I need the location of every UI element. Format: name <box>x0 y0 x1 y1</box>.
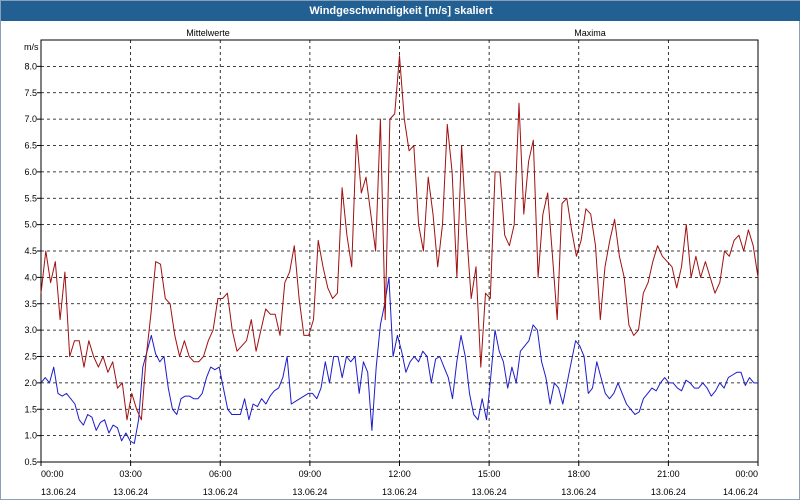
y-tick-label: 6.5 <box>24 141 37 151</box>
data-series <box>40 55 759 444</box>
grid-lines <box>41 40 758 463</box>
x-tick-time-label: 18:00 <box>567 469 590 479</box>
y-tick-label: 5.5 <box>24 193 37 203</box>
x-tick-time-label: 00:00 <box>735 469 758 479</box>
y-axis: 0.5 1.0 1.5 2.0 2.5 3.0 3.5 4.0 4.5 5.0 5.5 6.0 6.5 7… <box>24 61 41 467</box>
y-tick-label: 3.5 <box>24 299 37 309</box>
series-line-mittelwerte <box>40 276 758 444</box>
series-line-maxima <box>40 55 759 421</box>
x-tick-date-label: 13.06.24 <box>651 487 686 497</box>
x-tick-date-label: 13.06.24 <box>113 487 148 497</box>
y-tick-label: 7.5 <box>24 88 37 98</box>
window-title: Windgeschwindigkeit [m/s] skaliert <box>1 1 800 21</box>
x-tick-time-label: 12:00 <box>388 469 411 479</box>
wind-speed-chart: 0.5 1.0 1.5 2.0 2.5 3.0 3.5 4.0 4.5 5.0 5.5 6.0 6.5 7… <box>24 28 759 497</box>
x-tick-time-label: 15:00 <box>478 469 501 479</box>
y-tick-label: 4.0 <box>24 272 37 282</box>
y-tick-label: 7.0 <box>24 114 37 124</box>
y-tick-label: 8.0 <box>24 61 37 71</box>
y-tick-label: 5.0 <box>24 220 37 230</box>
x-tick-time-label: 21:00 <box>657 469 680 479</box>
y-tick-label: 3.0 <box>24 325 37 335</box>
x-axis: 00:00 13.06.24 03:00 13.06.24 06:00 13.06.24 0… <box>40 462 759 497</box>
y-tick-label: 1.5 <box>24 404 37 414</box>
x-tick-date-label: 13.06.24 <box>41 487 76 497</box>
y-tick-label: 6.0 <box>24 167 37 177</box>
legend-maxima: Maxima <box>574 28 606 38</box>
x-tick-time-label: 00:00 <box>41 469 64 479</box>
x-tick-date-label: 13.06.24 <box>382 487 417 497</box>
y-tick-label: 4.5 <box>24 246 37 256</box>
x-tick-date-label: 13.06.24 <box>561 487 596 497</box>
x-tick-date-label: 13.06.24 <box>472 487 507 497</box>
x-tick-date-label: 14.06.24 <box>723 487 758 497</box>
legend-mittelwerte: Mittelwerte <box>186 28 230 38</box>
x-tick-time-label: 06:00 <box>209 469 232 479</box>
y-tick-label: 0.5 <box>24 457 37 467</box>
y-tick-label: 2.0 <box>24 378 37 388</box>
y-tick-label: 1.0 <box>24 431 37 441</box>
x-tick-date-label: 13.06.24 <box>203 487 238 497</box>
x-tick-date-label: 13.06.24 <box>292 487 327 497</box>
y-tick-label: 2.5 <box>24 352 37 362</box>
y-axis-unit-label: m/s <box>24 42 39 52</box>
x-tick-time-label: 09:00 <box>299 469 322 479</box>
x-tick-time-label: 03:00 <box>119 469 142 479</box>
